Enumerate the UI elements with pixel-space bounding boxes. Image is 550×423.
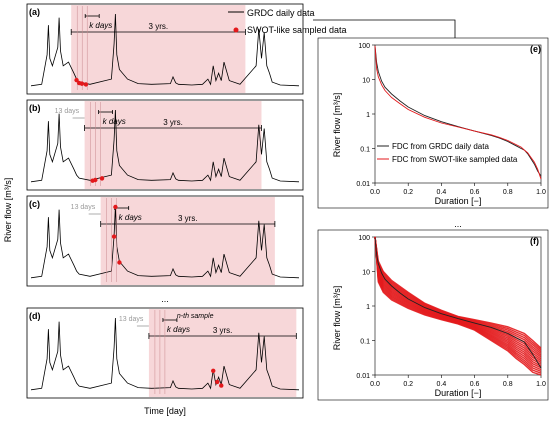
swot-sample-point [215, 379, 220, 385]
panel-e-background [317, 37, 549, 209]
k-days-label: k days [103, 117, 126, 126]
y-tick-label: 0.1 [360, 339, 370, 346]
span-label: 3 yrs. [213, 326, 233, 335]
legend-swot-label: SWOT-like sampled data [247, 25, 347, 35]
swot-sample-point [83, 82, 89, 87]
x-tick-label: 0.6 [470, 381, 480, 388]
y-tick-label: 10 [362, 78, 370, 85]
panel-f-ylabel: River flow [m³/s] [332, 286, 342, 351]
y-tick-label: 0.01 [356, 373, 370, 380]
time-series-panel-b: (b) 3 yrs. k days 13 days [26, 99, 304, 191]
x-tick-label: 1.0 [536, 381, 546, 388]
panel-e-legend-grdc-label: FDC from GRDC daily data [392, 142, 489, 151]
legend-swot-swatch [233, 27, 239, 33]
left-ylabel: River flow [m³/s] [3, 178, 13, 243]
panel-e-legend: FDC from GRDC daily data FDC from SWOT-l… [377, 142, 518, 164]
time-series-legend: GRDC daily data SWOT-like sampled data [228, 8, 347, 35]
y-tick-label: 10 [362, 270, 370, 277]
grdc-hydrograph-line [30, 205, 300, 279]
swot-sample-point [79, 81, 85, 86]
panel-d-letter: (d) [29, 311, 41, 321]
sampling-window [148, 309, 297, 397]
revisit-label: 13 days [71, 204, 96, 211]
y-tick-label: 0.1 [360, 147, 370, 154]
sampling-window [100, 197, 275, 285]
swot-sample-point [93, 177, 98, 183]
fdc-ensemble-line [374, 236, 542, 349]
panel-c-letter: (c) [29, 199, 40, 209]
y-tick-label: 1 [366, 304, 370, 311]
swot-sample-point [111, 234, 117, 239]
fdc-line-b [374, 45, 542, 180]
x-tick-label: 0.8 [503, 381, 513, 388]
k-days-label: k days [167, 325, 190, 334]
panel-f-letter: (f) [530, 236, 539, 246]
span-label: 3 yrs. [178, 214, 198, 223]
panel-e-legend-swot-label: FDC from SWOT-like sampled data [392, 155, 518, 164]
revisit-label: 13 days [55, 108, 80, 115]
swot-sample-point [74, 77, 79, 83]
sampling-window [71, 5, 246, 93]
y-tick-label: 0.01 [356, 181, 370, 188]
swot-sample-point [219, 383, 224, 388]
panel-f-xlabel: Duration [−] [435, 388, 482, 398]
x-tick-label: 0.0 [370, 381, 380, 388]
grdc-hydrograph-line [30, 317, 300, 391]
grdc-hydrograph-line [30, 13, 300, 87]
swot-sample-point [117, 260, 122, 265]
sampling-window [84, 101, 262, 189]
y-tick-label: 100 [358, 235, 370, 242]
left-xlabel: Time [day] [144, 406, 186, 416]
x-tick-label: 0.8 [503, 189, 513, 196]
left-ellipsis: ... [161, 294, 169, 304]
panel-a-frame [26, 3, 304, 95]
span-label: 3 yrs. [163, 118, 183, 127]
time-series-panel-c: (c) 3 yrs. k days 13 days [26, 195, 304, 287]
time-series-block: River flow [m³/s] (a) 3 yrs. k days (b) 3… [3, 3, 347, 416]
swot-sample-point [113, 204, 118, 210]
panel-b-frame [26, 99, 304, 191]
right-ellipsis: ... [454, 219, 462, 229]
k-days-label: k days [89, 21, 112, 30]
k-days-label: k days [119, 213, 142, 222]
y-tick-label: 1 [366, 112, 370, 119]
sample-label: n-th sample [177, 313, 214, 320]
fdc-panel-e: (e) River flow [m³/s] Duration [−] FDC f… [317, 37, 549, 209]
panel-e-letter: (e) [530, 44, 541, 54]
span-label: 3 yrs. [149, 22, 169, 31]
time-series-panel-d: (d) 3 yrs. k days 13 days n-th sample [26, 307, 304, 399]
x-tick-label: 0.2 [403, 381, 413, 388]
y-tick-label: 100 [358, 43, 370, 50]
grdc-hydrograph-line [30, 109, 300, 183]
connector-arrow [313, 19, 456, 40]
x-tick-label: 0.2 [403, 189, 413, 196]
swot-sample-point [99, 176, 105, 181]
fdc-panel-f: (f) River flow [m³/s] Duration [−] 0.010… [317, 229, 549, 401]
panel-e-ylabel: River flow [m³/s] [332, 93, 342, 158]
swot-sample-point [211, 368, 216, 373]
panel-d-frame [26, 307, 304, 399]
fdc-line-b [374, 237, 542, 369]
x-tick-label: 1.0 [536, 189, 546, 196]
time-series-panel-a: (a) 3 yrs. k days [26, 3, 304, 95]
x-tick-label: 0.4 [437, 381, 447, 388]
panel-c-frame [26, 195, 304, 287]
panel-a-letter: (a) [29, 7, 40, 17]
x-tick-label: 0.0 [370, 189, 380, 196]
x-tick-label: 0.6 [470, 189, 480, 196]
panel-b-letter: (b) [29, 103, 41, 113]
panel-e-xlabel: Duration [−] [435, 196, 482, 206]
revisit-label: 13 days [119, 316, 144, 323]
legend-grdc-label: GRDC daily data [247, 8, 315, 18]
x-tick-label: 0.4 [437, 189, 447, 196]
